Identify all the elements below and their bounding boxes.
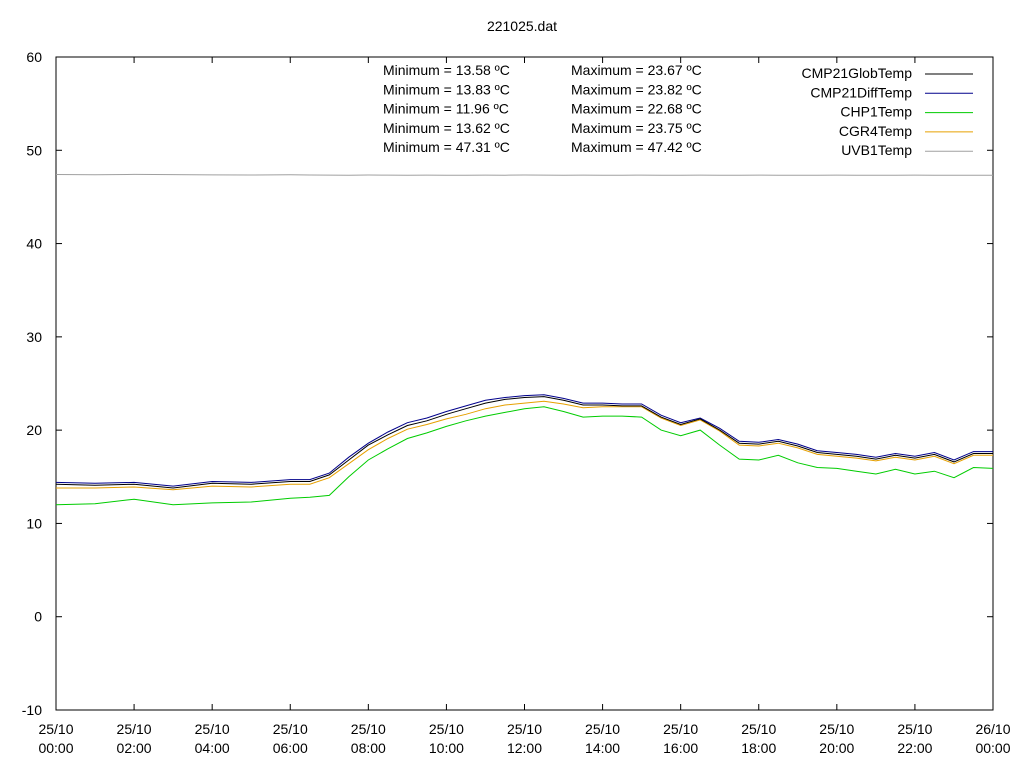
chart-title: 221025.dat <box>487 18 557 34</box>
series-line-uvb1temp <box>55 173 993 176</box>
x-tick-label-time: 06:00 <box>273 740 308 756</box>
x-tick-label-date: 25/10 <box>351 721 386 737</box>
x-tick-label-date: 25/10 <box>663 721 698 737</box>
stat-minimum: Minimum = 13.62 ºC <box>383 120 510 136</box>
x-tick-label-time: 20:00 <box>819 740 854 756</box>
x-tick-label-date: 25/10 <box>195 721 230 737</box>
stat-minimum: Minimum = 47.31 ºC <box>383 139 510 155</box>
legend: CMP21GlobTemp CMP21DiffTemp CHP1Temp CGR4Te… <box>802 65 973 158</box>
x-tick-label-time: 12:00 <box>507 740 542 756</box>
x-tick-label-time: 02:00 <box>117 740 152 756</box>
y-tick-label: 20 <box>26 422 42 438</box>
x-tick-label-date: 25/10 <box>819 721 854 737</box>
x-axis: 25/10 00:00 25/10 02:00 25/10 04:00 25/10 06:00… <box>38 57 1011 756</box>
stat-minimum: Minimum = 11.96 ºC <box>383 101 509 117</box>
x-tick-label-date: 25/10 <box>429 721 464 737</box>
series-layer <box>55 173 994 506</box>
x-tick-label-date: 25/10 <box>273 721 308 737</box>
legend-label: CGR4Temp <box>839 123 912 139</box>
y-tick-label: 50 <box>26 142 42 158</box>
series-line-cmp21difftemp <box>55 394 993 487</box>
x-tick-label-time: 10:00 <box>429 740 464 756</box>
stat-maximum: Maximum = 22.68 ºC <box>571 101 702 117</box>
y-tick-label: 60 <box>26 49 42 65</box>
x-tick-label-time: 00:00 <box>38 740 73 756</box>
x-tick-label-time: 04:00 <box>195 740 230 756</box>
legend-label: CHP1Temp <box>840 104 912 120</box>
legend-label: CMP21DiffTemp <box>810 84 912 100</box>
legend-label: UVB1Temp <box>841 142 912 158</box>
stat-maximum: Maximum = 23.75 ºC <box>571 120 702 136</box>
x-tick-label-date: 25/10 <box>897 721 932 737</box>
legend-label: CMP21GlobTemp <box>802 65 913 81</box>
stat-maximum: Maximum = 23.67 ºC <box>571 62 702 78</box>
stat-minimum: Minimum = 13.83 ºC <box>383 81 510 97</box>
x-tick-label-date: 26/10 <box>975 721 1010 737</box>
x-tick-label-time: 18:00 <box>741 740 776 756</box>
x-tick-label-date: 25/10 <box>38 721 73 737</box>
y-tick-label: 0 <box>34 609 42 625</box>
x-tick-label-time: 16:00 <box>663 740 698 756</box>
y-tick-label: 40 <box>26 236 42 252</box>
x-tick-label-time: 22:00 <box>897 740 932 756</box>
series-line-chp1temp <box>55 406 994 506</box>
x-tick-label-date: 25/10 <box>585 721 620 737</box>
stat-minimum: Minimum = 13.58 ºC <box>383 62 510 78</box>
stat-maximum: Maximum = 23.82 ºC <box>571 81 702 97</box>
x-tick-label-date: 25/10 <box>507 721 542 737</box>
x-tick-label-time: 00:00 <box>975 740 1010 756</box>
x-tick-label-date: 25/10 <box>741 721 776 737</box>
y-tick-label: 10 <box>26 515 42 531</box>
stats-annotations: Minimum = 13.58 ºC Maximum = 23.67 ºC Mini… <box>383 62 702 155</box>
x-tick-label-time: 14:00 <box>585 740 620 756</box>
x-tick-label-time: 08:00 <box>351 740 386 756</box>
y-tick-label: 30 <box>26 329 42 345</box>
x-tick-label-date: 25/10 <box>117 721 152 737</box>
series-line-cgr4temp <box>56 400 993 491</box>
y-tick-label: -10 <box>22 702 42 718</box>
y-axis: -10 0 10 20 30 40 50 60 <box>22 49 993 718</box>
stat-maximum: Maximum = 47.42 ºC <box>571 139 702 155</box>
series-line-cmp21globtemp <box>55 396 993 489</box>
